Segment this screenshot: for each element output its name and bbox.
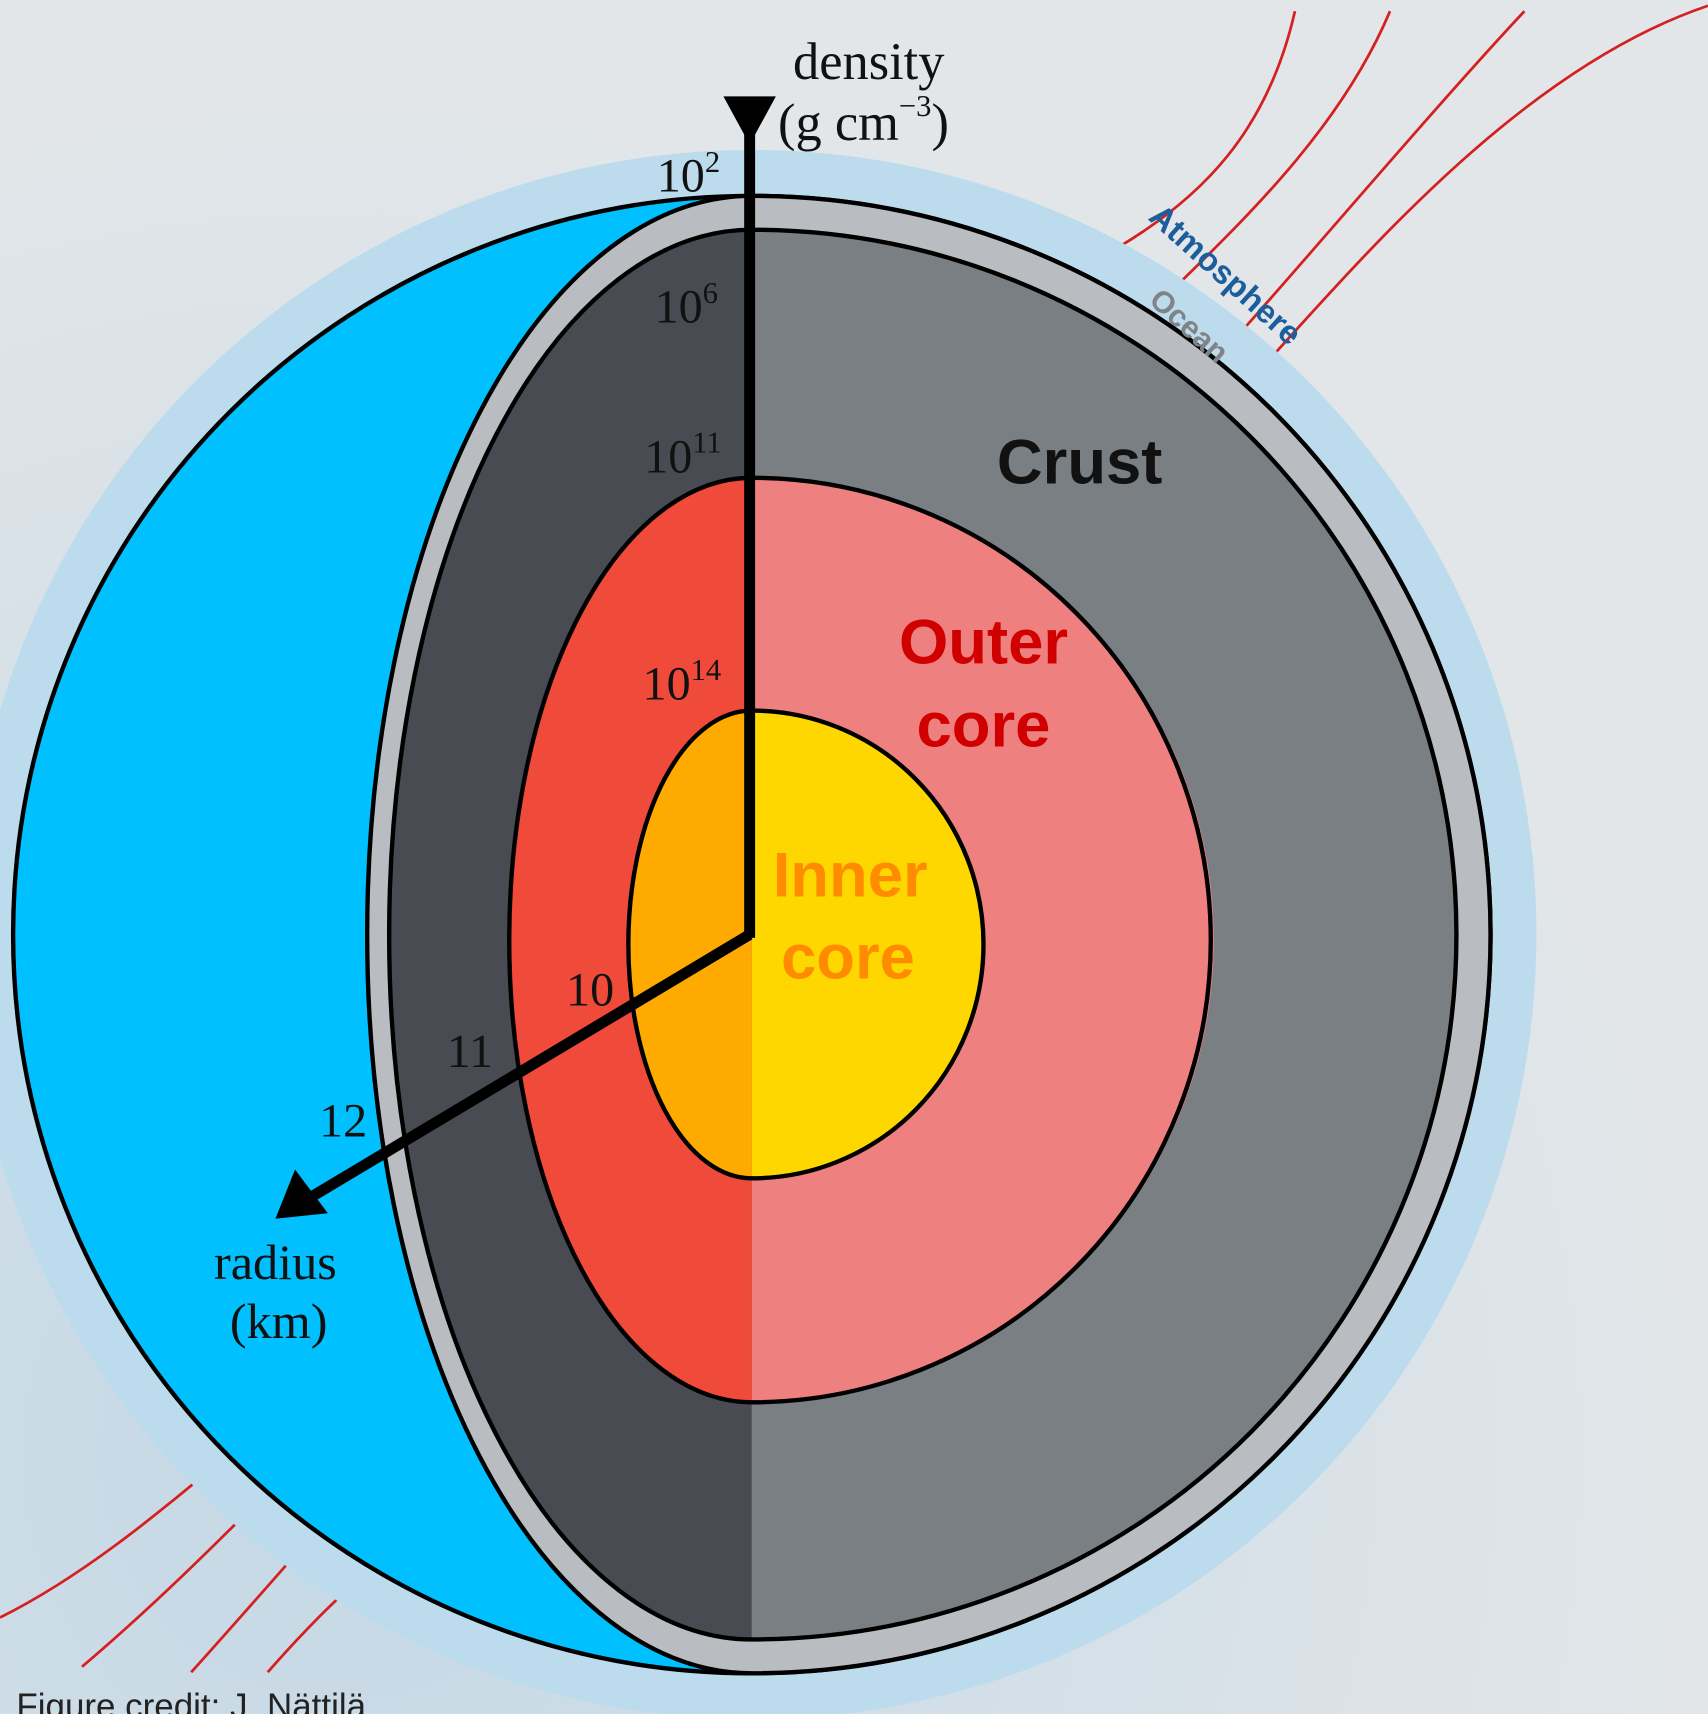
unit-text: (g cm — [778, 94, 899, 152]
tick-base: 10 — [644, 430, 692, 483]
field-line — [1272, 4, 1708, 357]
tick-base: 10 — [643, 658, 691, 711]
density-tick: 106 — [655, 276, 718, 334]
tick-base: 10 — [655, 281, 703, 334]
field-line — [1119, 10, 1297, 248]
tick-base: 10 — [657, 150, 705, 203]
field-line — [1177, 10, 1392, 286]
crust-edge — [386, 227, 1459, 1642]
radius-unit: (km) — [230, 1293, 328, 1349]
radius-tick: 11 — [447, 1025, 493, 1078]
inner-core-left — [628, 710, 752, 1179]
crust-label: Crust — [997, 427, 1163, 497]
radius-axis — [308, 929, 753, 1202]
outer-core-edge — [507, 475, 1213, 1405]
tick-exponent: 6 — [703, 276, 718, 310]
radius-label: radius — [214, 1234, 337, 1290]
density-tick: 102 — [657, 145, 720, 203]
radius-arrowhead — [275, 1169, 328, 1219]
density-label: density — [793, 33, 945, 91]
radius-tick: 10 — [566, 964, 614, 1017]
radius-tick: 12 — [319, 1095, 367, 1148]
unit-close: ) — [931, 94, 948, 152]
density-unit: (g cm−3) — [778, 89, 949, 152]
inner-core-right — [751, 710, 984, 1179]
inner-core-edge — [626, 708, 986, 1181]
field-line — [1233, 10, 1526, 340]
density-tick: 1014 — [643, 653, 722, 711]
density-tick: 1011 — [644, 426, 722, 484]
tick-exponent: 14 — [691, 653, 722, 687]
unit-exponent: −3 — [899, 89, 932, 123]
tick-exponent: 2 — [705, 145, 720, 179]
inner-core-label: Inner — [773, 840, 928, 910]
tick-exponent: 11 — [692, 426, 721, 460]
credit: Figure credit: J. Nättilä — [16, 1687, 366, 1714]
outer-core-label: Outer — [899, 608, 1068, 678]
outer-core-label: core — [917, 691, 1051, 761]
density-arrowhead — [723, 96, 776, 145]
inner-core-label: core — [781, 922, 915, 992]
